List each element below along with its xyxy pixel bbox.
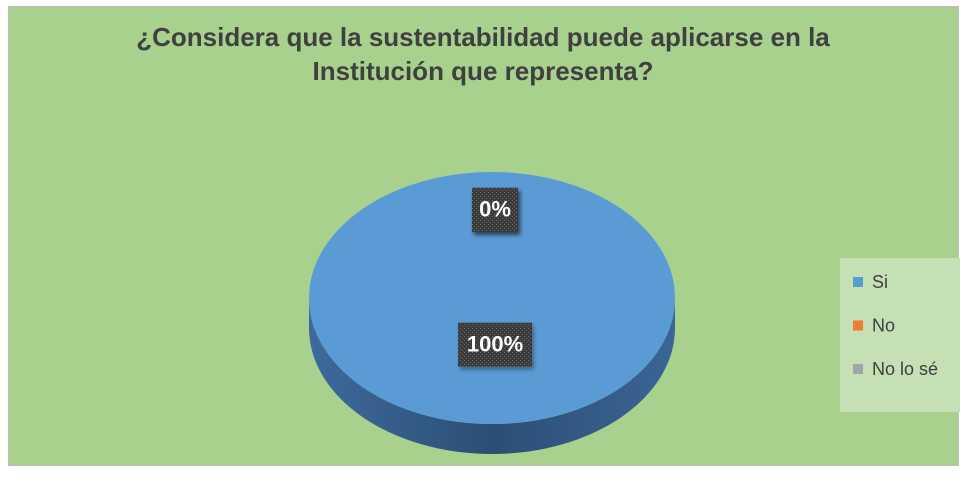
legend-label: No <box>872 315 895 335</box>
pie-slice-side <box>309 298 675 454</box>
legend-swatch <box>853 320 863 331</box>
pie-slice <box>309 172 675 424</box>
data-label: 100% <box>467 331 523 356</box>
chart-title: ¿Considera que la sustentabilidad puede … <box>136 22 830 86</box>
legend-swatch <box>853 277 863 287</box>
data-label-box <box>458 322 532 367</box>
legend-swatch <box>853 364 863 374</box>
legend-label: Si <box>872 272 888 292</box>
legend-label: No lo sé <box>872 359 938 379</box>
data-label-box <box>472 187 518 232</box>
data-label: 0% <box>479 197 511 222</box>
